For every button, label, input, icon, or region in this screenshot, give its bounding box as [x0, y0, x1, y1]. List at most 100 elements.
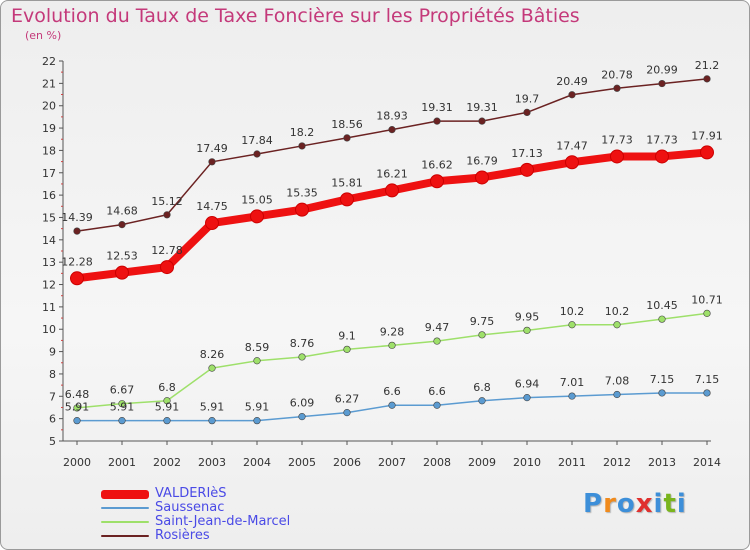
data-point — [163, 211, 171, 219]
data-point — [478, 397, 486, 405]
data-point — [250, 209, 264, 224]
y-tick-label: 20 — [42, 100, 56, 113]
data-label: 17.84 — [241, 134, 273, 147]
data-label: 14.75 — [196, 200, 228, 213]
data-label: 7.08 — [605, 375, 630, 388]
y-tick-label: 18 — [42, 144, 56, 157]
data-point — [160, 260, 174, 275]
data-label: 5.91 — [155, 401, 180, 414]
data-label: 8.76 — [290, 337, 315, 350]
data-point — [298, 353, 306, 361]
data-point — [658, 315, 666, 323]
data-label: 5.91 — [110, 401, 135, 414]
data-point — [430, 174, 444, 189]
legend-item: Saint-Jean-de-Marcel — [101, 515, 290, 529]
data-point — [433, 401, 441, 409]
x-tick-label: 2009 — [468, 456, 496, 469]
x-tick-label: 2008 — [423, 456, 451, 469]
data-label: 7.15 — [650, 373, 675, 386]
data-point — [658, 79, 666, 88]
data-point — [298, 413, 306, 421]
logo-letter: x — [635, 489, 654, 519]
data-label: 17.13 — [511, 147, 543, 160]
x-tick-label: 2011 — [558, 456, 586, 469]
data-label: 6.6 — [383, 385, 401, 398]
data-label: 8.26 — [200, 348, 225, 361]
data-label: 21.2 — [695, 59, 720, 72]
data-point — [73, 404, 81, 412]
y-tick-label: 14 — [42, 234, 56, 247]
data-label: 7.01 — [560, 376, 585, 389]
y-tick-label: 10 — [42, 323, 56, 336]
data-point — [703, 309, 711, 317]
data-label: 20.99 — [646, 64, 678, 77]
data-point — [343, 134, 351, 142]
data-point — [208, 417, 216, 425]
data-label: 17.47 — [556, 139, 588, 152]
data-label: 20.49 — [556, 75, 588, 88]
data-point — [433, 337, 441, 345]
data-label: 17.73 — [601, 133, 633, 146]
data-point — [208, 364, 216, 372]
logo-letter: o — [616, 489, 636, 519]
data-point — [118, 221, 126, 229]
data-point — [478, 117, 486, 125]
data-label: 14.68 — [106, 205, 138, 218]
data-label: 15.12 — [151, 195, 183, 208]
data-point — [520, 162, 534, 177]
x-tick-label: 2007 — [378, 456, 406, 469]
data-point — [343, 345, 351, 353]
legend-swatch — [101, 535, 149, 537]
data-point — [475, 170, 489, 185]
data-point — [703, 389, 711, 397]
data-label: 6.8 — [158, 381, 176, 394]
data-label: 16.79 — [466, 154, 498, 167]
data-label: 18.56 — [331, 118, 363, 131]
x-tick-label: 2014 — [693, 456, 721, 469]
legend-item: Rosières — [101, 529, 290, 543]
data-label: 16.21 — [376, 167, 408, 180]
legend-swatch — [101, 489, 149, 499]
data-point — [385, 183, 399, 198]
data-point — [208, 158, 216, 166]
y-tick-label: 5 — [49, 435, 56, 448]
x-tick-label: 2000 — [63, 456, 91, 469]
data-point — [613, 390, 621, 399]
logo-letter: r — [603, 489, 617, 519]
data-point — [478, 331, 486, 339]
data-point — [613, 321, 621, 329]
data-point — [253, 357, 261, 365]
data-label: 15.81 — [331, 176, 363, 189]
chart-legend: VALDERIèS Saussenac Saint-Jean-de-Marcel Ro… — [101, 487, 290, 543]
data-label: 5.91 — [200, 401, 225, 414]
data-label: 19.31 — [421, 101, 453, 114]
data-point — [658, 389, 666, 397]
data-label: 6.6 — [428, 385, 446, 398]
data-label: 6.27 — [335, 393, 360, 406]
data-label: 6.48 — [65, 388, 90, 401]
data-label: 6.94 — [515, 378, 540, 391]
data-point — [253, 150, 261, 158]
data-label: 17.49 — [196, 142, 228, 155]
x-tick-label: 2006 — [333, 456, 361, 469]
data-point — [388, 341, 396, 349]
data-point — [568, 91, 576, 99]
data-point — [205, 216, 219, 231]
data-label: 14.39 — [61, 211, 93, 224]
data-point — [340, 192, 354, 207]
data-label: 17.91 — [691, 129, 723, 142]
y-tick-label: 11 — [42, 301, 56, 314]
data-label: 12.78 — [151, 244, 183, 257]
data-label: 10.2 — [560, 305, 585, 318]
proxiti-logo: Proxiti — [583, 489, 687, 519]
y-tick-label: 13 — [42, 256, 56, 269]
x-tick-label: 2005 — [288, 456, 316, 469]
data-point — [115, 265, 129, 280]
data-point — [118, 400, 126, 408]
y-tick-label: 17 — [42, 167, 56, 180]
data-point — [613, 84, 621, 92]
data-label: 8.59 — [245, 341, 270, 354]
y-tick-label: 6 — [49, 413, 56, 426]
data-label: 5.91 — [65, 401, 90, 414]
